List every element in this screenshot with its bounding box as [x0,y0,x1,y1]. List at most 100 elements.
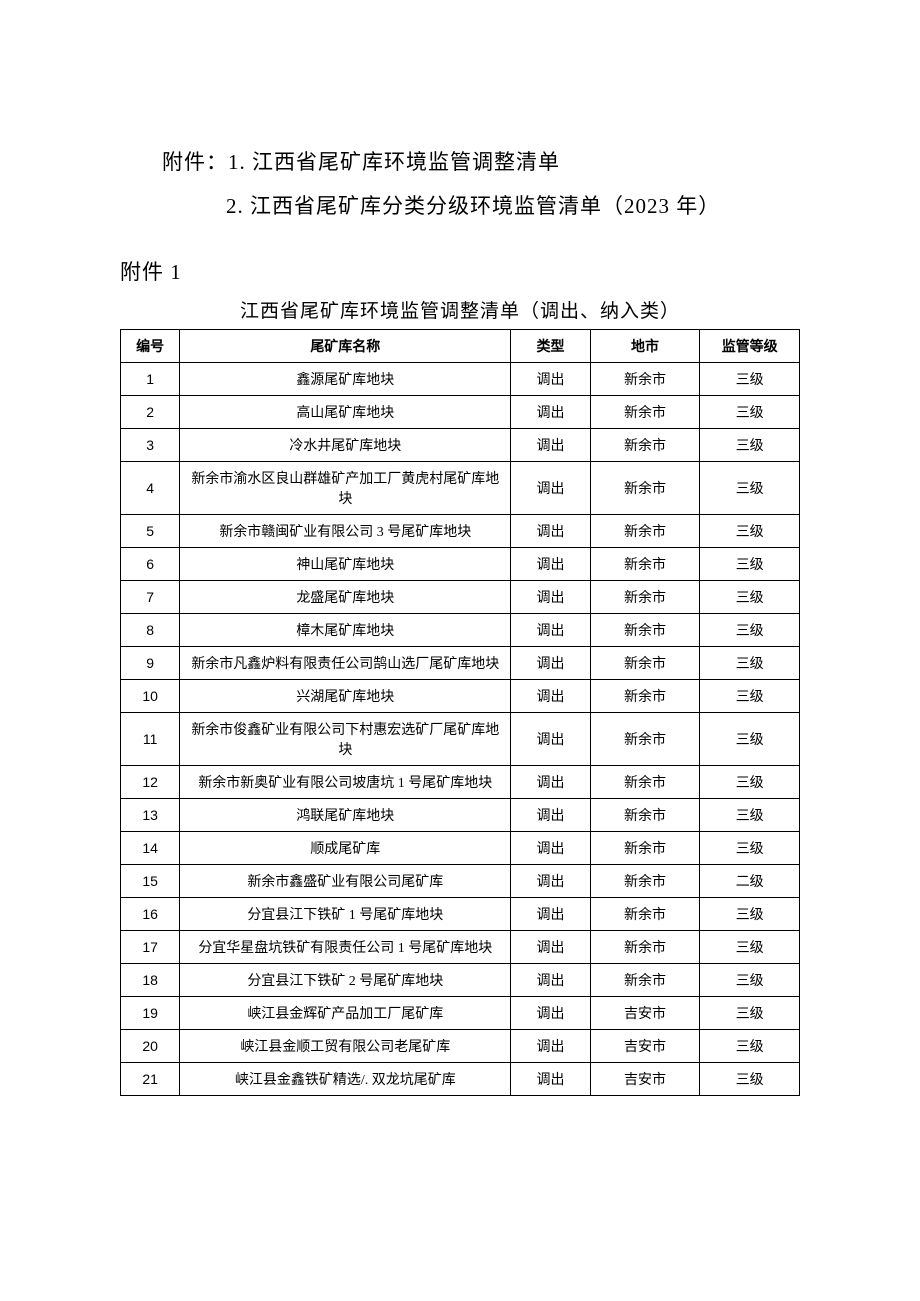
cell-level: 三级 [700,766,800,799]
cell-name: 新余市俊鑫矿业有限公司下村惠宏选矿厂尾矿库地块 [180,713,511,766]
cell-no: 15 [121,865,180,898]
cell-level: 三级 [700,997,800,1030]
attachment-intro: 附件：1. 江西省尾矿库环境监管调整清单 2. 江西省尾矿库分类分级环境监管清单… [120,140,800,228]
cell-name: 峡江县金辉矿产品加工厂尾矿库 [180,997,511,1030]
cell-city: 新余市 [590,462,700,515]
table-row: 21峡江县金鑫铁矿精选/. 双龙坑尾矿库调出吉安市三级 [121,1063,800,1096]
cell-city: 新余市 [590,647,700,680]
cell-type: 调出 [511,396,590,429]
cell-no: 4 [121,462,180,515]
cell-type: 调出 [511,548,590,581]
cell-name: 新余市赣闽矿业有限公司 3 号尾矿库地块 [180,515,511,548]
cell-no: 14 [121,832,180,865]
table-row: 3冷水井尾矿库地块调出新余市三级 [121,429,800,462]
cell-name: 神山尾矿库地块 [180,548,511,581]
tailings-table: 编号 尾矿库名称 类型 地市 监管等级 1鑫源尾矿库地块调出新余市三级2高山尾矿… [120,329,800,1096]
cell-name: 分宜县江下铁矿 2 号尾矿库地块 [180,964,511,997]
cell-no: 10 [121,680,180,713]
cell-level: 三级 [700,931,800,964]
cell-name: 分宜县江下铁矿 1 号尾矿库地块 [180,898,511,931]
cell-name: 兴湖尾矿库地块 [180,680,511,713]
cell-name: 峡江县金鑫铁矿精选/. 双龙坑尾矿库 [180,1063,511,1096]
cell-name: 新余市鑫盛矿业有限公司尾矿库 [180,865,511,898]
table-row: 18分宜县江下铁矿 2 号尾矿库地块调出新余市三级 [121,964,800,997]
cell-level: 三级 [700,548,800,581]
cell-type: 调出 [511,1030,590,1063]
cell-level: 二级 [700,865,800,898]
cell-level: 三级 [700,614,800,647]
table-title: 江西省尾矿库环境监管调整清单（调出、纳入类） [120,296,800,323]
cell-level: 三级 [700,1030,800,1063]
cell-city: 新余市 [590,931,700,964]
cell-type: 调出 [511,429,590,462]
cell-no: 5 [121,515,180,548]
cell-type: 调出 [511,363,590,396]
cell-level: 三级 [700,1063,800,1096]
table-row: 2高山尾矿库地块调出新余市三级 [121,396,800,429]
cell-type: 调出 [511,647,590,680]
table-row: 14顺成尾矿库调出新余市三级 [121,832,800,865]
cell-no: 16 [121,898,180,931]
cell-name: 新余市凡鑫炉料有限责任公司鹄山选厂尾矿库地块 [180,647,511,680]
attachment-line-2: 2. 江西省尾矿库分类分级环境监管清单（2023 年） [120,184,800,228]
cell-name: 鑫源尾矿库地块 [180,363,511,396]
cell-city: 新余市 [590,363,700,396]
table-row: 19峡江县金辉矿产品加工厂尾矿库调出吉安市三级 [121,997,800,1030]
cell-name: 分宜华星盘坑铁矿有限责任公司 1 号尾矿库地块 [180,931,511,964]
cell-city: 新余市 [590,680,700,713]
cell-no: 7 [121,581,180,614]
cell-level: 三级 [700,396,800,429]
table-row: 17分宜华星盘坑铁矿有限责任公司 1 号尾矿库地块调出新余市三级 [121,931,800,964]
table-row: 7龙盛尾矿库地块调出新余市三级 [121,581,800,614]
table-row: 15新余市鑫盛矿业有限公司尾矿库调出新余市二级 [121,865,800,898]
cell-city: 新余市 [590,865,700,898]
cell-level: 三级 [700,713,800,766]
cell-type: 调出 [511,581,590,614]
cell-type: 调出 [511,713,590,766]
table-row: 5新余市赣闽矿业有限公司 3 号尾矿库地块调出新余市三级 [121,515,800,548]
cell-city: 新余市 [590,898,700,931]
cell-name: 顺成尾矿库 [180,832,511,865]
cell-city: 新余市 [590,396,700,429]
table-row: 16分宜县江下铁矿 1 号尾矿库地块调出新余市三级 [121,898,800,931]
cell-no: 1 [121,363,180,396]
cell-type: 调出 [511,997,590,1030]
cell-level: 三级 [700,680,800,713]
cell-city: 新余市 [590,548,700,581]
cell-level: 三级 [700,898,800,931]
cell-no: 9 [121,647,180,680]
cell-city: 新余市 [590,964,700,997]
cell-level: 三级 [700,964,800,997]
cell-type: 调出 [511,832,590,865]
cell-city: 新余市 [590,799,700,832]
table-body: 1鑫源尾矿库地块调出新余市三级2高山尾矿库地块调出新余市三级3冷水井尾矿库地块调… [121,363,800,1096]
cell-no: 13 [121,799,180,832]
cell-type: 调出 [511,515,590,548]
cell-type: 调出 [511,964,590,997]
cell-type: 调出 [511,766,590,799]
cell-type: 调出 [511,865,590,898]
cell-no: 12 [121,766,180,799]
cell-city: 新余市 [590,766,700,799]
col-header-level: 监管等级 [700,330,800,363]
cell-type: 调出 [511,1063,590,1096]
table-row: 12新余市新奥矿业有限公司坡唐坑 1 号尾矿库地块调出新余市三级 [121,766,800,799]
cell-city: 新余市 [590,429,700,462]
cell-type: 调出 [511,614,590,647]
cell-city: 吉安市 [590,1063,700,1096]
cell-level: 三级 [700,363,800,396]
cell-name: 樟木尾矿库地块 [180,614,511,647]
table-row: 10兴湖尾矿库地块调出新余市三级 [121,680,800,713]
cell-level: 三级 [700,799,800,832]
cell-level: 三级 [700,647,800,680]
cell-type: 调出 [511,931,590,964]
col-header-name: 尾矿库名称 [180,330,511,363]
cell-city: 新余市 [590,515,700,548]
cell-city: 吉安市 [590,997,700,1030]
col-header-city: 地市 [590,330,700,363]
cell-city: 新余市 [590,832,700,865]
table-row: 9新余市凡鑫炉料有限责任公司鹄山选厂尾矿库地块调出新余市三级 [121,647,800,680]
table-header-row: 编号 尾矿库名称 类型 地市 监管等级 [121,330,800,363]
cell-city: 新余市 [590,713,700,766]
cell-name: 鸿联尾矿库地块 [180,799,511,832]
